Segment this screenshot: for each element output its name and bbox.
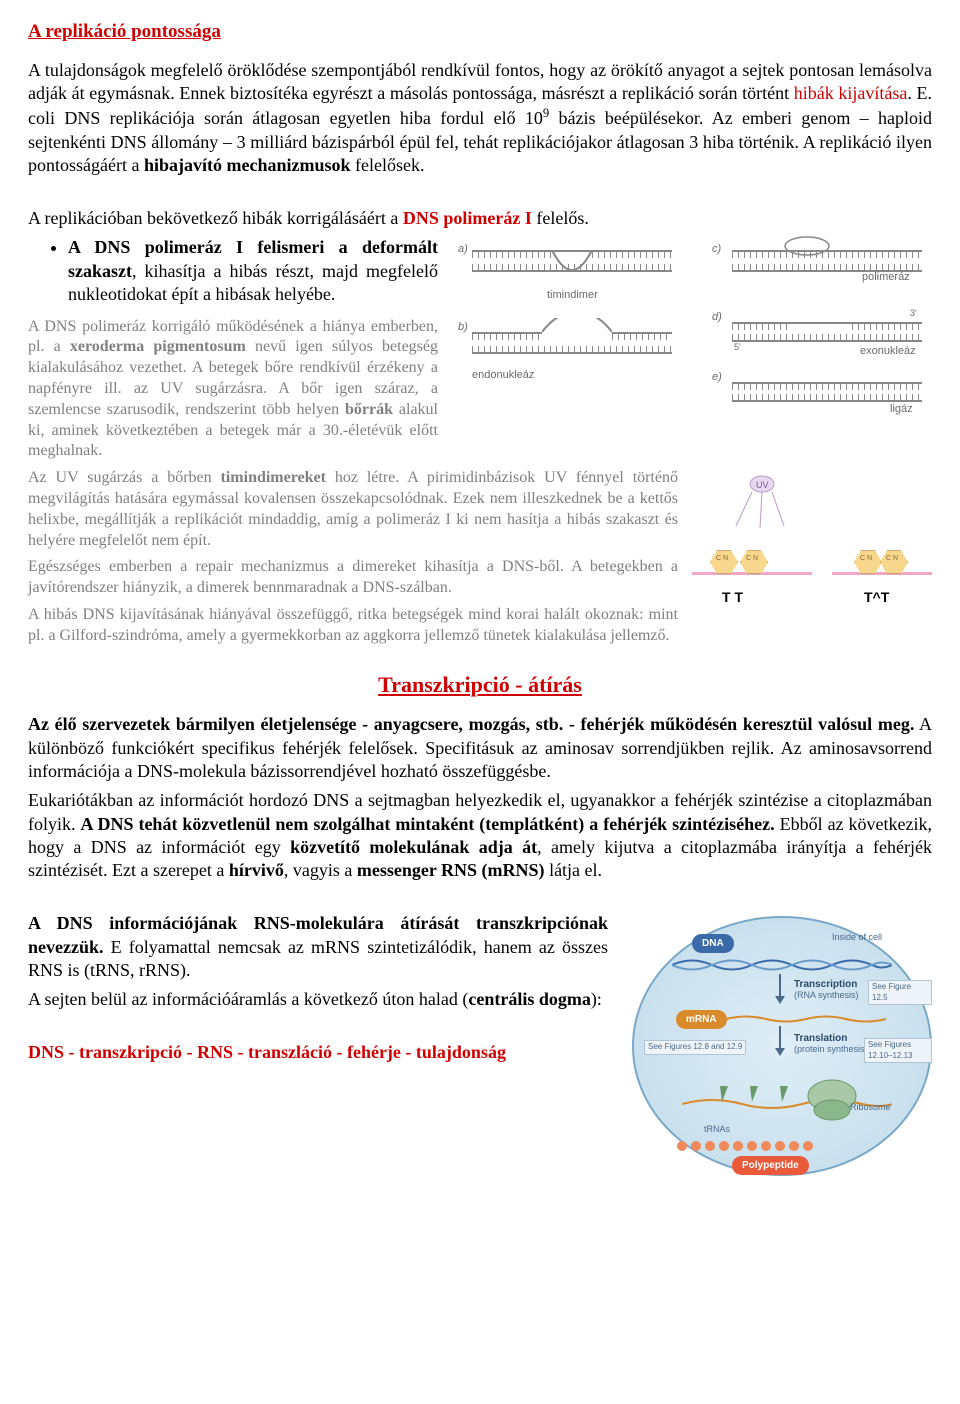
central-dogma-cell-diagram: DNA Inside of cell Transcription (RNA sy… [632,916,932,1176]
diag-label-b: b) [458,320,468,334]
s2p3b: E folyamattal nemcsak az mRNS szintetizá… [28,937,608,980]
g1b: xeroderma pigmentosum [70,338,246,355]
cell-inside-label: Inside of cell [832,932,882,944]
g1d: bőrrák [345,401,393,418]
p2a: A replikációban bekövetkező hibák korrig… [28,208,403,228]
s2-p3: A DNS információjának RNS-molekulára átí… [28,912,608,982]
cell-trnas: tRNAs [704,1124,730,1136]
s2p2f: hírvivő [229,860,284,880]
s2p2d: közvetítő molekulának adja át [290,837,537,857]
diag-label-d: d) [712,310,722,324]
diag-endonukleaz: endonukleáz [472,368,534,382]
diag-5prime: 5' [734,342,741,354]
dna-repair-diagram: a) timindimer c) polimeráz b) endonukleá… [452,240,932,420]
s2p2h: messenger RNS (mRNS) [357,860,545,880]
cell-dna-label: DNA [692,934,734,953]
para-replication-accuracy: A tulajdonságok megfelelő öröklődése sze… [28,59,932,178]
cell-polypeptide: Polypeptide [732,1156,809,1175]
diag-polimeraz: polimeráz [862,270,910,284]
cell-seefig2: See Figures 12.8 and 12.9 [644,1040,746,1054]
section1-title: A replikáció pontossága [28,20,932,45]
s2p4c: ): [591,989,602,1009]
s2p4b: centrális dogma [468,989,590,1009]
uv-tat-label: T^T [864,588,889,606]
diag-label-e: e) [712,370,722,384]
p1-text-f: felelősek. [351,155,425,175]
diag-3prime: 3' [910,308,917,320]
cell-seefig1: See Figure 12.5 [868,980,932,1005]
s2p2g: , vagyis a [284,860,357,880]
diag-label-c: c) [712,242,721,256]
section2-title: Transzkripció - átírás [28,671,932,700]
cell-rnasynth: (RNA synthesis) [794,990,859,1002]
p1-hibak: hibák kijavítása [794,83,908,103]
p2c: felelős. [532,208,589,228]
s2p4a: A sejten belül az információáramlás a kö… [28,989,468,1009]
diag-exonukleaz: exonukleáz [860,344,916,358]
cell-mrna-label: mRNA [676,1010,727,1029]
gray-para-1: A DNS polimeráz korrigáló működésének a … [28,317,448,463]
cell-seefig3: See Figures 12.10–12.13 [864,1038,932,1063]
diag-label-a: a) [458,242,468,256]
p2-dns-polimeraz: DNS polimeráz I [403,208,532,228]
diag-ligaz: ligáz [890,402,913,416]
s2p2b: A DNS tehát közvetlenül nem szolgálhat m… [80,814,774,834]
s2-p1: Az élő szervezetek bármilyen életjelensé… [28,713,932,783]
cell-ribosome: Ribosome [850,1102,891,1114]
g2a: Az UV sugárzás a bőrben [28,469,221,486]
p1-hibajavito: hibajavító mechanizmusok [144,155,351,175]
svg-text:UV: UV [756,480,769,490]
s2p2i: látja el. [545,860,602,880]
diag-timindimer: timindimer [547,288,598,302]
s2p1a: Az élő szervezetek bármilyen életjelensé… [28,714,914,734]
g2b: timindimereket [221,469,326,486]
s2-p4: A sejten belül az információáramlás a kö… [28,988,608,1011]
s2-p2: Eukariótákban az információt hordozó DNS… [28,789,932,883]
uv-dimer-diagram: UV C N C N C N C N T T T^T [692,472,932,632]
uv-tt-label: T T [722,588,743,606]
central-dogma-line: DNS - transzkripció - RNS - transzláció … [28,1041,608,1064]
para-polimeraz: A replikációban bekövetkező hibák korrig… [28,207,932,230]
cell-protsynth: (protein synthesis) [794,1044,868,1056]
